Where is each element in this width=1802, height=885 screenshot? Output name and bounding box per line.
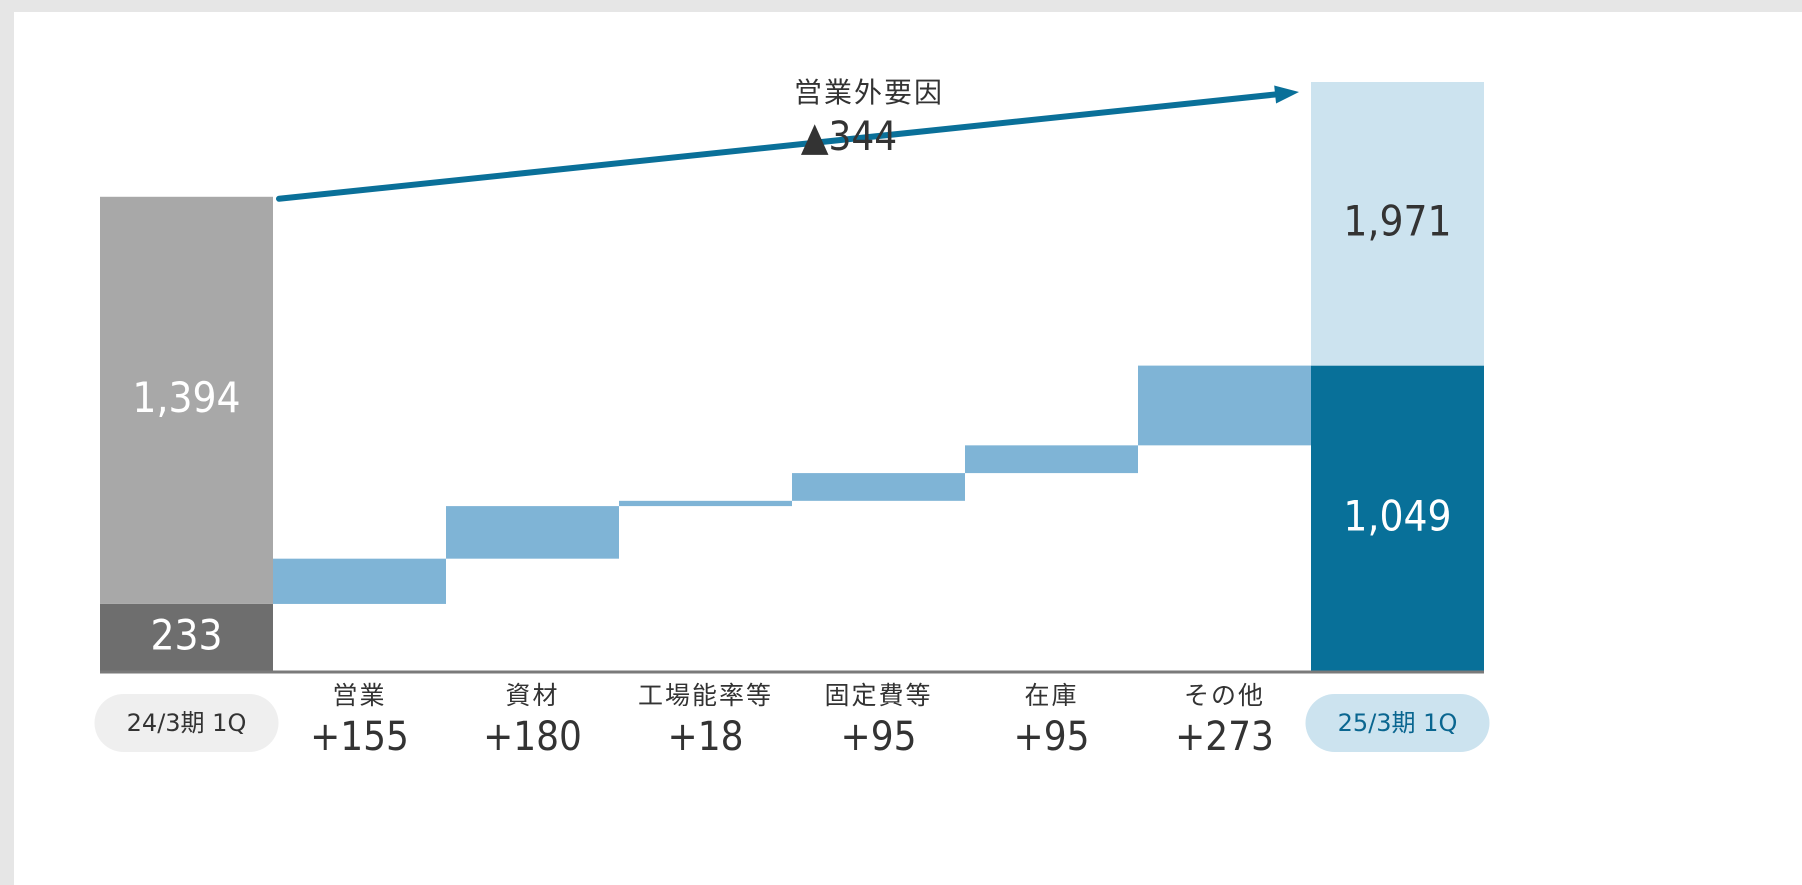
end-bar-label-0: 1,049 [1343,491,1451,540]
step-bar-4 [965,445,1138,473]
annotation-arrow-head [1274,86,1299,104]
step-value-label-2: +18 [668,714,744,760]
step-bar-3 [792,473,965,501]
step-category-label-4: 在庫 [1024,681,1078,710]
step-value-label-4: +95 [1014,714,1090,760]
step-value-label-5: +273 [1175,714,1274,760]
step-category-label-3: 固定費等 [824,681,932,710]
start-bar-label-1: 1,394 [132,373,240,422]
step-bar-1 [446,506,619,559]
step-value-label-3: +95 [841,714,917,760]
step-value-label-0: +155 [310,714,409,760]
step-bar-0 [273,559,446,604]
step-value-label-1: +180 [483,714,582,760]
step-category-label-1: 資材 [505,681,559,710]
waterfall-chart: 233 1,394 1,049 1,971 営業外要因 ▲344 24/3期 1Q 25/3期… [14,12,1802,885]
annotation-arrow-line [279,94,1275,198]
step-category-label-0: 営業 [332,681,386,710]
start-category-label: 24/3期 1Q [127,709,247,737]
end-category-label: 25/3期 1Q [1338,709,1458,737]
step-bar-2 [619,501,792,506]
annotation-value: ▲344 [801,114,897,160]
start-bar-label-0: 233 [150,610,222,659]
end-bar-label-1: 1,971 [1343,196,1451,245]
annotation-title: 営業外要因 [794,76,944,109]
step-category-label-2: 工場能率等 [638,681,773,710]
chart-frame: 233 1,394 1,049 1,971 営業外要因 ▲344 24/3期 1Q 25/3期… [14,12,1802,885]
step-category-label-5: その他 [1184,681,1265,710]
step-bar-5 [1138,366,1311,446]
